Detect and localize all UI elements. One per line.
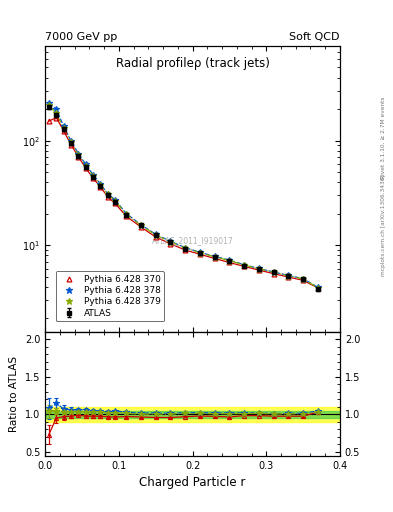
Pythia 6.428 370 <box>54 115 59 121</box>
Pythia 6.428 370 <box>271 270 276 276</box>
Text: Soft QCD: Soft QCD <box>290 32 340 42</box>
Pythia 6.428 370 <box>61 127 66 134</box>
Pythia 6.428 370 <box>153 234 158 240</box>
Pythia 6.428 379 <box>257 266 261 272</box>
Pythia 6.428 370 <box>212 255 217 262</box>
Pythia 6.428 370 <box>69 141 73 147</box>
Pythia 6.428 370 <box>227 260 232 266</box>
Line: Pythia 6.428 370: Pythia 6.428 370 <box>46 115 320 290</box>
Pythia 6.428 378 <box>105 191 110 197</box>
Pythia 6.428 379 <box>183 245 187 251</box>
Pythia 6.428 379 <box>124 211 129 218</box>
Pythia 6.428 379 <box>69 139 73 145</box>
Pythia 6.428 379 <box>105 191 110 198</box>
Pythia 6.428 378 <box>124 210 129 217</box>
Pythia 6.428 378 <box>168 238 173 244</box>
Pythia 6.428 378 <box>198 249 202 255</box>
Pythia 6.428 379 <box>316 285 320 291</box>
Pythia 6.428 370 <box>257 267 261 273</box>
Pythia 6.428 379 <box>91 173 95 179</box>
Pythia 6.428 379 <box>76 152 81 158</box>
Bar <box>45 407 340 422</box>
Pythia 6.428 378 <box>83 161 88 167</box>
Pythia 6.428 378 <box>316 284 320 290</box>
Pythia 6.428 370 <box>198 251 202 258</box>
Legend: Pythia 6.428 370, Pythia 6.428 378, Pythia 6.428 379, ATLAS: Pythia 6.428 370, Pythia 6.428 378, Pyth… <box>55 271 164 322</box>
Pythia 6.428 378 <box>69 138 73 144</box>
Pythia 6.428 378 <box>242 262 246 268</box>
Pythia 6.428 379 <box>83 163 88 169</box>
Text: ATLAS_2011_I919017: ATLAS_2011_I919017 <box>152 236 233 245</box>
Pythia 6.428 370 <box>105 194 110 200</box>
Pythia 6.428 370 <box>124 214 129 220</box>
Line: Pythia 6.428 378: Pythia 6.428 378 <box>46 100 321 291</box>
Pythia 6.428 370 <box>139 224 143 230</box>
Pythia 6.428 378 <box>113 197 118 203</box>
Pythia 6.428 378 <box>98 181 103 187</box>
Pythia 6.428 370 <box>83 165 88 171</box>
Pythia 6.428 379 <box>271 269 276 275</box>
Pythia 6.428 379 <box>227 258 232 264</box>
Text: mcplots.cern.ch [arXiv:1306.3436]: mcplots.cern.ch [arXiv:1306.3436] <box>381 175 386 276</box>
Pythia 6.428 370 <box>301 277 305 283</box>
Pythia 6.428 370 <box>183 247 187 253</box>
Line: Pythia 6.428 379: Pythia 6.428 379 <box>46 102 321 291</box>
Pythia 6.428 379 <box>242 262 246 268</box>
Pythia 6.428 378 <box>183 245 187 251</box>
Pythia 6.428 370 <box>316 285 320 291</box>
Pythia 6.428 378 <box>301 275 305 282</box>
Pythia 6.428 370 <box>98 184 103 190</box>
Pythia 6.428 378 <box>61 123 66 130</box>
Pythia 6.428 370 <box>242 263 246 269</box>
Pythia 6.428 378 <box>46 100 51 106</box>
Text: 7000 GeV pp: 7000 GeV pp <box>45 32 118 42</box>
Pythia 6.428 379 <box>168 239 173 245</box>
Pythia 6.428 378 <box>286 272 291 279</box>
Pythia 6.428 379 <box>61 125 66 131</box>
Pythia 6.428 370 <box>168 241 173 247</box>
Text: Radial profileρ (track jets): Radial profileρ (track jets) <box>116 57 270 71</box>
Pythia 6.428 378 <box>91 172 95 178</box>
Pythia 6.428 378 <box>227 257 232 263</box>
Text: Rivet 3.1.10, ≥ 2.7M events: Rivet 3.1.10, ≥ 2.7M events <box>381 97 386 180</box>
Pythia 6.428 379 <box>301 276 305 282</box>
Pythia 6.428 370 <box>286 274 291 280</box>
Pythia 6.428 370 <box>91 175 95 181</box>
Pythia 6.428 370 <box>113 200 118 206</box>
Pythia 6.428 378 <box>257 265 261 271</box>
Pythia 6.428 378 <box>153 231 158 238</box>
Pythia 6.428 379 <box>98 182 103 188</box>
Pythia 6.428 378 <box>139 222 143 228</box>
X-axis label: Charged Particle r: Charged Particle r <box>140 476 246 489</box>
Pythia 6.428 370 <box>76 154 81 160</box>
Pythia 6.428 379 <box>113 198 118 204</box>
Pythia 6.428 379 <box>212 254 217 260</box>
Pythia 6.428 379 <box>153 232 158 238</box>
Pythia 6.428 379 <box>139 222 143 228</box>
Pythia 6.428 378 <box>212 253 217 260</box>
Pythia 6.428 379 <box>198 250 202 256</box>
Pythia 6.428 379 <box>46 102 51 108</box>
Y-axis label: Ratio to ATLAS: Ratio to ATLAS <box>9 355 19 432</box>
Bar <box>45 411 340 418</box>
Pythia 6.428 379 <box>286 272 291 279</box>
Pythia 6.428 379 <box>54 110 59 116</box>
Pythia 6.428 370 <box>46 118 51 124</box>
Pythia 6.428 378 <box>271 269 276 275</box>
Pythia 6.428 378 <box>76 151 81 157</box>
Pythia 6.428 378 <box>54 106 59 112</box>
